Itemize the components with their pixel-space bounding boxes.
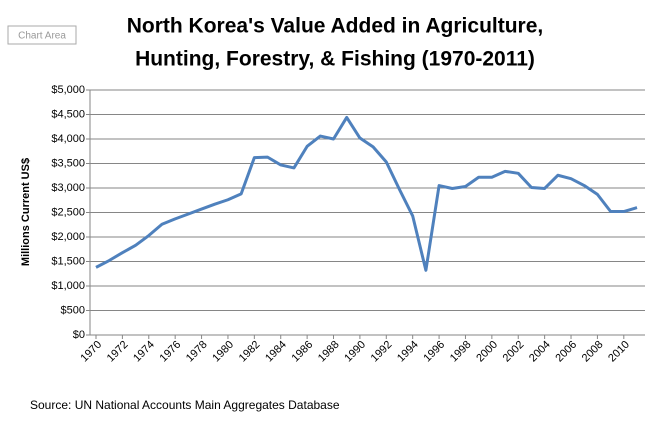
y-tick-label: $1,500 xyxy=(51,255,85,267)
x-tick-label: 1996 xyxy=(421,339,447,365)
x-tick-label: 1972 xyxy=(105,339,131,365)
y-tick-label: $4,500 xyxy=(51,108,85,120)
x-tick-label: 2010 xyxy=(606,339,632,365)
y-tick-label: $3,000 xyxy=(51,182,85,194)
x-tick-label: 1980 xyxy=(210,339,236,365)
y-tick-label: $2,500 xyxy=(51,206,85,218)
x-tick-label: 2000 xyxy=(474,339,500,365)
x-tick-label: 1982 xyxy=(237,339,263,365)
x-tick-label: 2006 xyxy=(553,339,579,365)
x-tick-label: 2008 xyxy=(580,339,606,365)
x-tick-label: 1984 xyxy=(263,339,289,365)
x-tick-label: 1986 xyxy=(289,339,315,365)
data-line xyxy=(95,115,638,272)
y-tick-label: $1,000 xyxy=(51,280,85,292)
x-tick-label: 1992 xyxy=(369,339,395,365)
chart-area-box[interactable] xyxy=(7,25,77,45)
source-note: Source: UN National Accounts Main Aggreg… xyxy=(30,398,340,412)
x-tick-label: 2002 xyxy=(501,339,527,365)
x-tick-label: 1988 xyxy=(316,339,342,365)
y-axis-label: Millions Current US$ xyxy=(20,158,32,266)
x-tick-label: 2004 xyxy=(527,339,553,365)
y-tick-label: $2,000 xyxy=(51,231,85,243)
x-tick-label: 1998 xyxy=(448,339,474,365)
x-tick-label: 1978 xyxy=(184,339,210,365)
x-tick-label: 1994 xyxy=(395,339,421,365)
y-tick-label: $500 xyxy=(61,304,85,316)
x-tick-label: 1970 xyxy=(78,339,104,365)
y-tick-label: $3,500 xyxy=(51,157,85,169)
x-tick-label: 1976 xyxy=(158,339,184,365)
chart-title: North Korea's Value Added in Agriculture… xyxy=(127,15,544,38)
chart-area-label[interactable]: Chart Area xyxy=(18,31,66,42)
chart-title: Hunting, Forestry, & Fishing (1970-2011) xyxy=(135,48,535,71)
x-tick-label: 1990 xyxy=(342,339,368,365)
y-tick-label: $4,000 xyxy=(51,133,85,145)
x-tick-label: 1974 xyxy=(131,339,157,365)
y-tick-label: $5,000 xyxy=(51,84,85,96)
y-tick-label: $0 xyxy=(73,329,85,341)
